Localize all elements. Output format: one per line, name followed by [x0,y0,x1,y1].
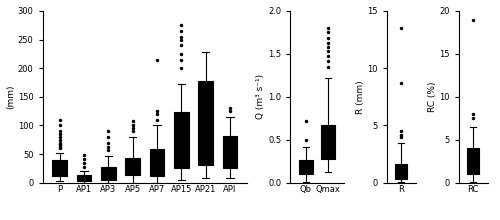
Y-axis label: (mm): (mm) [6,84,15,109]
PathPatch shape [76,175,91,181]
PathPatch shape [322,125,334,160]
PathPatch shape [467,148,479,174]
Y-axis label: RC (%): RC (%) [428,82,436,112]
Y-axis label: R (mm): R (mm) [356,80,364,114]
PathPatch shape [150,149,164,176]
Y-axis label: Q (m³ s⁻¹): Q (m³ s⁻¹) [256,74,266,119]
PathPatch shape [101,167,116,180]
PathPatch shape [395,164,407,179]
PathPatch shape [174,112,188,168]
PathPatch shape [52,160,67,176]
PathPatch shape [300,160,312,174]
PathPatch shape [222,136,238,168]
PathPatch shape [126,158,140,175]
PathPatch shape [198,81,213,165]
